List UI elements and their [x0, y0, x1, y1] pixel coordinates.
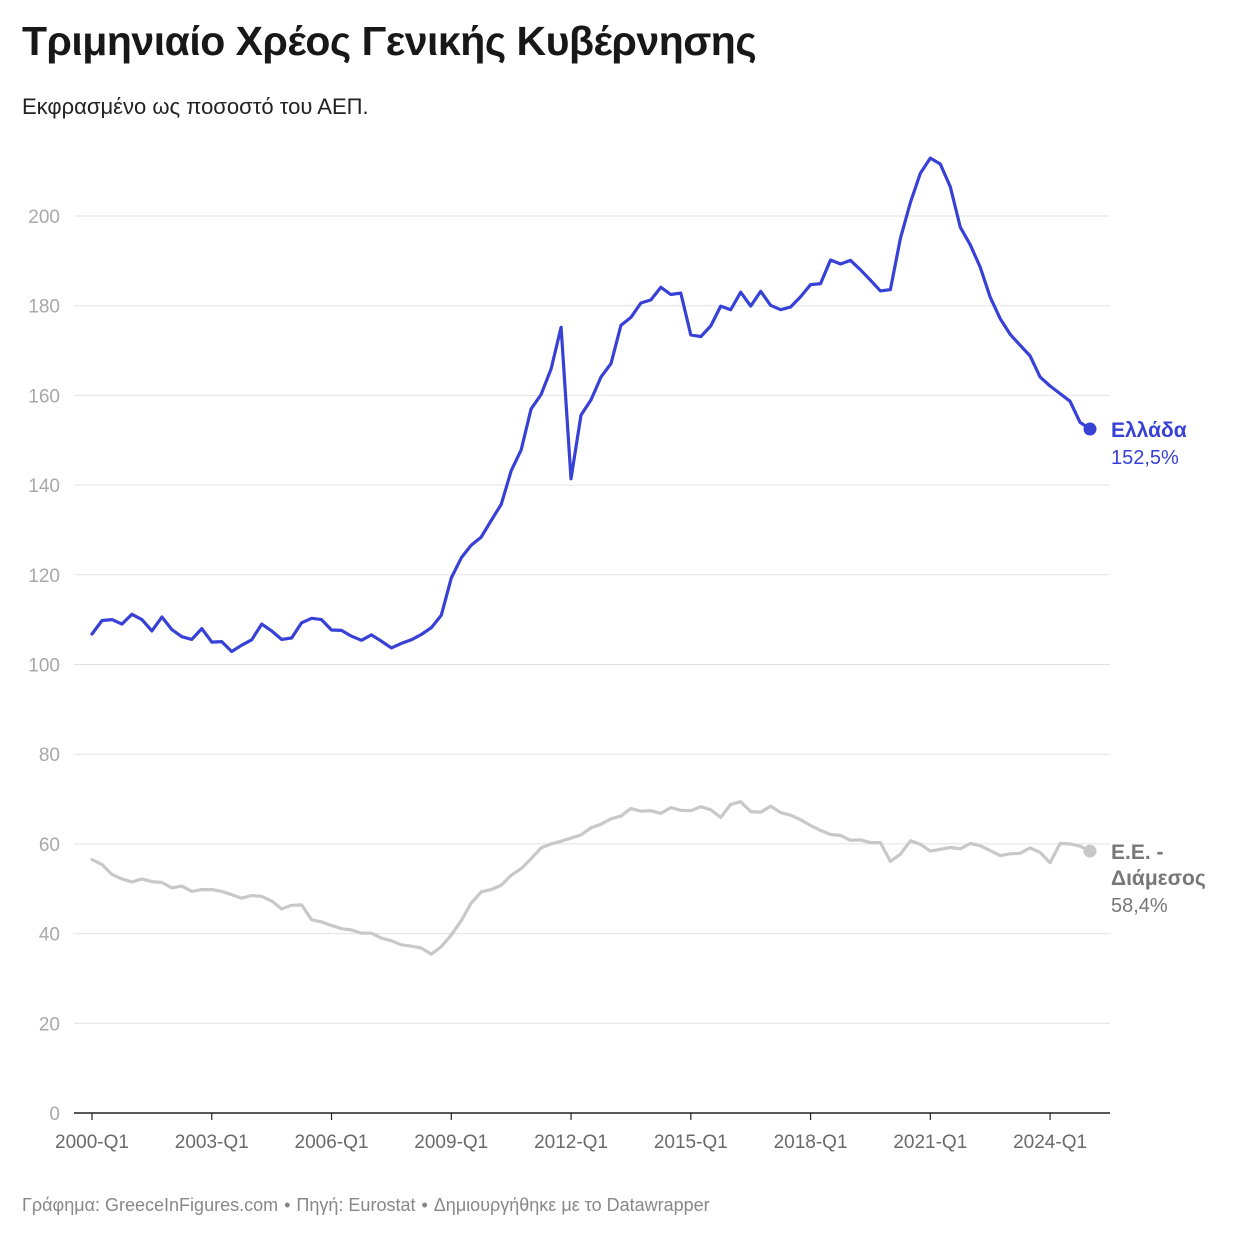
footer-chart-by: Γράφημα: GreeceInFigures.com	[22, 1195, 279, 1215]
end-point-eu-median	[1083, 844, 1097, 858]
y-tick-label: 180	[28, 297, 60, 318]
x-tick-label: 2003-Q1	[175, 1132, 249, 1153]
x-tick-label: 2021-Q1	[893, 1132, 967, 1153]
footer-made-with: Δημιουργήθηκε με το Datawrapper	[433, 1195, 710, 1215]
series-layer	[90, 156, 1097, 956]
y-tick-label: 20	[39, 1014, 60, 1035]
footer-separator: •	[284, 1195, 291, 1215]
series-line-eu-median	[90, 800, 1092, 956]
x-tick-label: 2009-Q1	[414, 1132, 488, 1153]
y-tick-label: 200	[28, 207, 60, 228]
y-tick-label: 80	[39, 745, 60, 766]
series-label-eu-median: Διάμεσος	[1111, 867, 1206, 890]
x-tick-label: 2015-Q1	[654, 1132, 728, 1153]
x-tick-label: 2024-Q1	[1013, 1132, 1087, 1153]
series-line-greece	[90, 156, 1092, 654]
series-label-eu-median: Ε.Ε. -	[1111, 841, 1164, 864]
y-tick-label: 100	[28, 656, 60, 677]
y-tick-label: 140	[28, 476, 60, 497]
series-labels: Ε.Ε. - Διάμεσος 58,4% Ελλάδα 152,5%	[1111, 419, 1206, 917]
grid-layer	[74, 215, 1110, 1114]
series-label-greece: Ελλάδα	[1111, 419, 1187, 442]
y-tick-label: 160	[28, 386, 60, 407]
y-tick-label: 40	[39, 925, 60, 946]
chart-title: Τριμηνιαίο Χρέος Γενικής Κυβέρνησης	[22, 18, 757, 64]
y-axis: 0 20 40 60 80 100 120 140 160 180 200	[28, 207, 60, 1125]
y-tick-label: 60	[39, 835, 60, 856]
footer-separator: •	[421, 1195, 428, 1215]
y-tick-label: 120	[28, 566, 60, 587]
footer-source: Πηγή: Eurostat	[296, 1195, 416, 1215]
chart-subtitle: Εκφρασμένο ως ποσοστό του ΑΕΠ.	[22, 94, 369, 119]
value-label-greece: 152,5%	[1111, 447, 1179, 469]
x-tick-label: 2018-Q1	[774, 1132, 848, 1153]
y-tick-label: 0	[49, 1104, 60, 1125]
chart-footer: Γράφημα: GreeceInFigures.com • Πηγή: Euros…	[22, 1195, 710, 1216]
x-tick-label: 2000-Q1	[55, 1132, 129, 1153]
x-tick-label: 2012-Q1	[534, 1132, 608, 1153]
x-axis: 2000-Q1 2003-Q1 2006-Q1 2009-Q1 2012-Q1 2015-…	[55, 1113, 1087, 1153]
end-point-greece	[1083, 422, 1097, 436]
value-label-eu-median: 58,4%	[1111, 895, 1168, 917]
x-tick-label: 2006-Q1	[295, 1132, 369, 1153]
